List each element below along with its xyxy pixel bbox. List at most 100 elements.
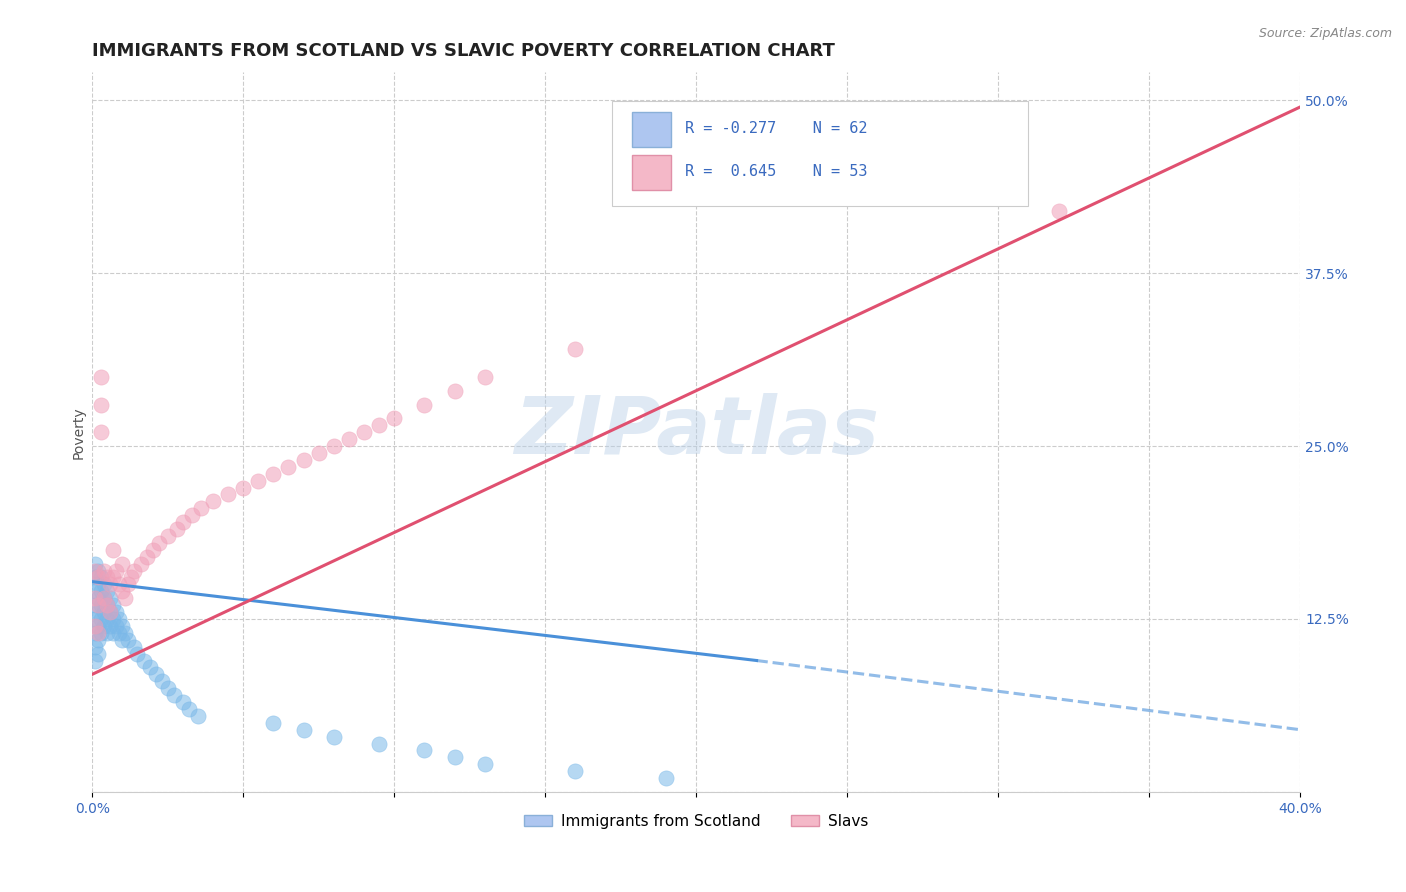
Point — [103, 570, 125, 584]
Point — [98, 605, 121, 619]
Point — [145, 667, 167, 681]
Text: R =  0.645    N = 53: R = 0.645 N = 53 — [685, 164, 868, 179]
Point — [90, 598, 112, 612]
Point — [87, 577, 110, 591]
Point — [84, 591, 107, 606]
Point — [111, 557, 134, 571]
Point — [474, 369, 496, 384]
Bar — [633, 112, 671, 146]
Point — [87, 647, 110, 661]
Point — [187, 709, 209, 723]
Point — [93, 605, 115, 619]
Point — [564, 342, 586, 356]
Point — [132, 653, 155, 667]
Point — [172, 515, 194, 529]
Point — [93, 577, 115, 591]
Point — [84, 625, 107, 640]
Point — [138, 660, 160, 674]
Point — [111, 619, 134, 633]
Point — [103, 542, 125, 557]
Point — [127, 647, 149, 661]
Point — [337, 432, 360, 446]
Point — [148, 536, 170, 550]
Point — [247, 474, 270, 488]
Point — [90, 425, 112, 440]
Point — [90, 369, 112, 384]
Point — [87, 605, 110, 619]
Point — [98, 577, 121, 591]
Point — [108, 625, 131, 640]
Point — [353, 425, 375, 440]
Point — [308, 446, 330, 460]
Point — [111, 584, 134, 599]
Point — [103, 625, 125, 640]
Point — [120, 570, 142, 584]
Point — [87, 564, 110, 578]
Point — [87, 570, 110, 584]
Text: R = -0.277    N = 62: R = -0.277 N = 62 — [685, 121, 868, 136]
Point — [90, 570, 112, 584]
Point — [105, 605, 128, 619]
Point — [190, 501, 212, 516]
Point — [655, 771, 678, 785]
Point — [150, 674, 173, 689]
Point — [87, 591, 110, 606]
Point — [142, 542, 165, 557]
Point — [87, 625, 110, 640]
Point — [180, 508, 202, 523]
Point — [96, 625, 118, 640]
Point — [98, 591, 121, 606]
Point — [103, 598, 125, 612]
Point — [93, 591, 115, 606]
Legend: Immigrants from Scotland, Slavs: Immigrants from Scotland, Slavs — [517, 807, 875, 835]
FancyBboxPatch shape — [612, 101, 1028, 205]
Point — [443, 384, 465, 398]
Point — [105, 619, 128, 633]
Point — [232, 481, 254, 495]
Point — [96, 598, 118, 612]
Point — [166, 522, 188, 536]
Point — [87, 619, 110, 633]
Point — [564, 764, 586, 779]
Point — [98, 619, 121, 633]
Point — [117, 577, 139, 591]
Point — [177, 702, 200, 716]
Point — [292, 453, 315, 467]
Point — [87, 598, 110, 612]
Point — [163, 688, 186, 702]
Point — [87, 632, 110, 647]
Point — [413, 397, 436, 411]
Y-axis label: Poverty: Poverty — [72, 406, 86, 458]
Point — [90, 584, 112, 599]
Point — [124, 564, 146, 578]
Point — [105, 564, 128, 578]
Point — [443, 750, 465, 764]
Point — [96, 598, 118, 612]
Point — [96, 584, 118, 599]
Point — [201, 494, 224, 508]
Point — [98, 605, 121, 619]
Point — [84, 640, 107, 654]
Text: ZIPatlas: ZIPatlas — [513, 393, 879, 471]
Point — [368, 737, 391, 751]
Point — [90, 397, 112, 411]
Point — [262, 715, 284, 730]
Point — [96, 612, 118, 626]
Point — [96, 570, 118, 584]
Point — [135, 549, 157, 564]
Point — [322, 730, 344, 744]
Point — [84, 653, 107, 667]
Point — [84, 564, 107, 578]
Point — [172, 695, 194, 709]
Point — [90, 612, 112, 626]
Point — [129, 557, 152, 571]
Point — [84, 584, 107, 599]
Point — [84, 557, 107, 571]
Point — [93, 564, 115, 578]
Point — [322, 439, 344, 453]
Point — [1047, 203, 1070, 218]
Point — [413, 743, 436, 757]
Point — [217, 487, 239, 501]
Point — [292, 723, 315, 737]
Text: Source: ZipAtlas.com: Source: ZipAtlas.com — [1258, 27, 1392, 40]
